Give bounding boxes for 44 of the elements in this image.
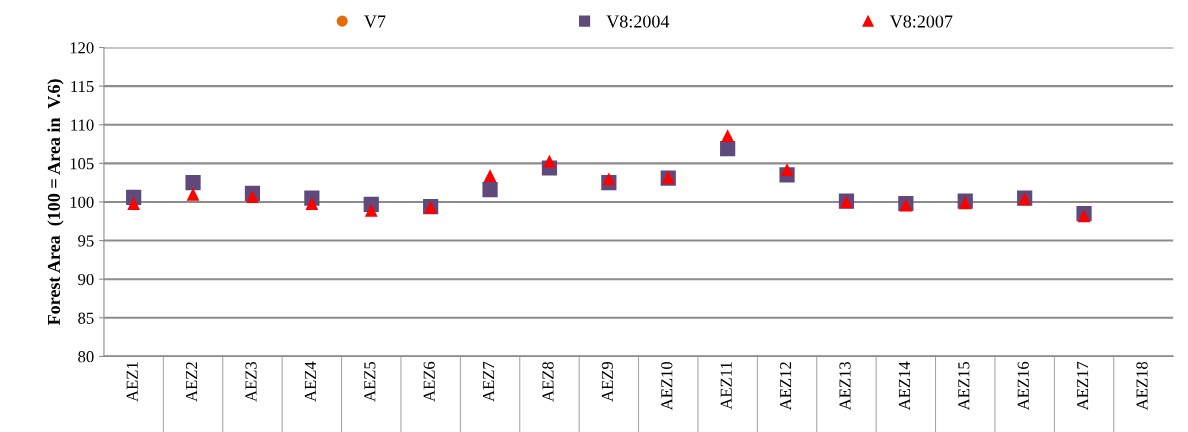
point [721,129,735,142]
x-tick-label: AEZ18 [1136,361,1148,411]
y-tick-label: 85 [78,312,94,324]
y-axis-title: Forest Area (100 = Area in V.6) [47,79,64,326]
point [186,187,200,201]
x-tick-label: AEZ15 [958,361,970,411]
x-tick-label: AEZ6 [423,361,435,402]
x-tick-label: AEZ9 [601,361,614,402]
point [780,163,794,176]
x-tick-label: AEZ7 [483,361,495,402]
y-tick-label: 100 [70,196,94,208]
x-tick-label: AEZ13 [839,361,851,411]
point [246,190,259,203]
x-tick-label: AEZ16 [1017,361,1029,411]
x-tick-label: AEZ5 [364,361,376,402]
y-tick-label: 105 [70,158,94,170]
y-tick-label: 120 [70,42,94,54]
y-tick-label: 80 [78,351,94,363]
point [185,175,201,191]
point [127,197,141,210]
y-tick-label: 110 [71,119,94,131]
x-tick-label: AEZ2 [186,362,198,402]
x-tick-label: AEZ14 [898,361,910,411]
point [483,169,497,183]
legend-label: V8:2007 [889,15,953,28]
x-tick-label: AEZ11 [720,362,732,410]
x-tick-label: AEZ12 [780,362,792,411]
point [720,141,736,157]
point [305,197,319,210]
x-tick-label: AEZ1 [126,362,138,402]
y-tick-label: 95 [78,235,94,247]
point [1077,209,1091,223]
point [602,172,616,186]
x-tick-label: AEZ8 [542,361,554,402]
x-tick-label: AEZ10 [661,361,673,411]
x-tick-label: AEZ17 [1077,361,1089,411]
point [482,182,498,198]
legend-label: V7 [364,15,386,28]
legend-label: V8:2004 [606,15,670,28]
point [364,204,378,217]
y-tick-label: 90 [78,273,94,286]
y-tick-label: 115 [71,80,94,93]
x-tick-label: AEZ4 [304,361,316,402]
x-tick-label: AEZ3 [245,361,257,402]
